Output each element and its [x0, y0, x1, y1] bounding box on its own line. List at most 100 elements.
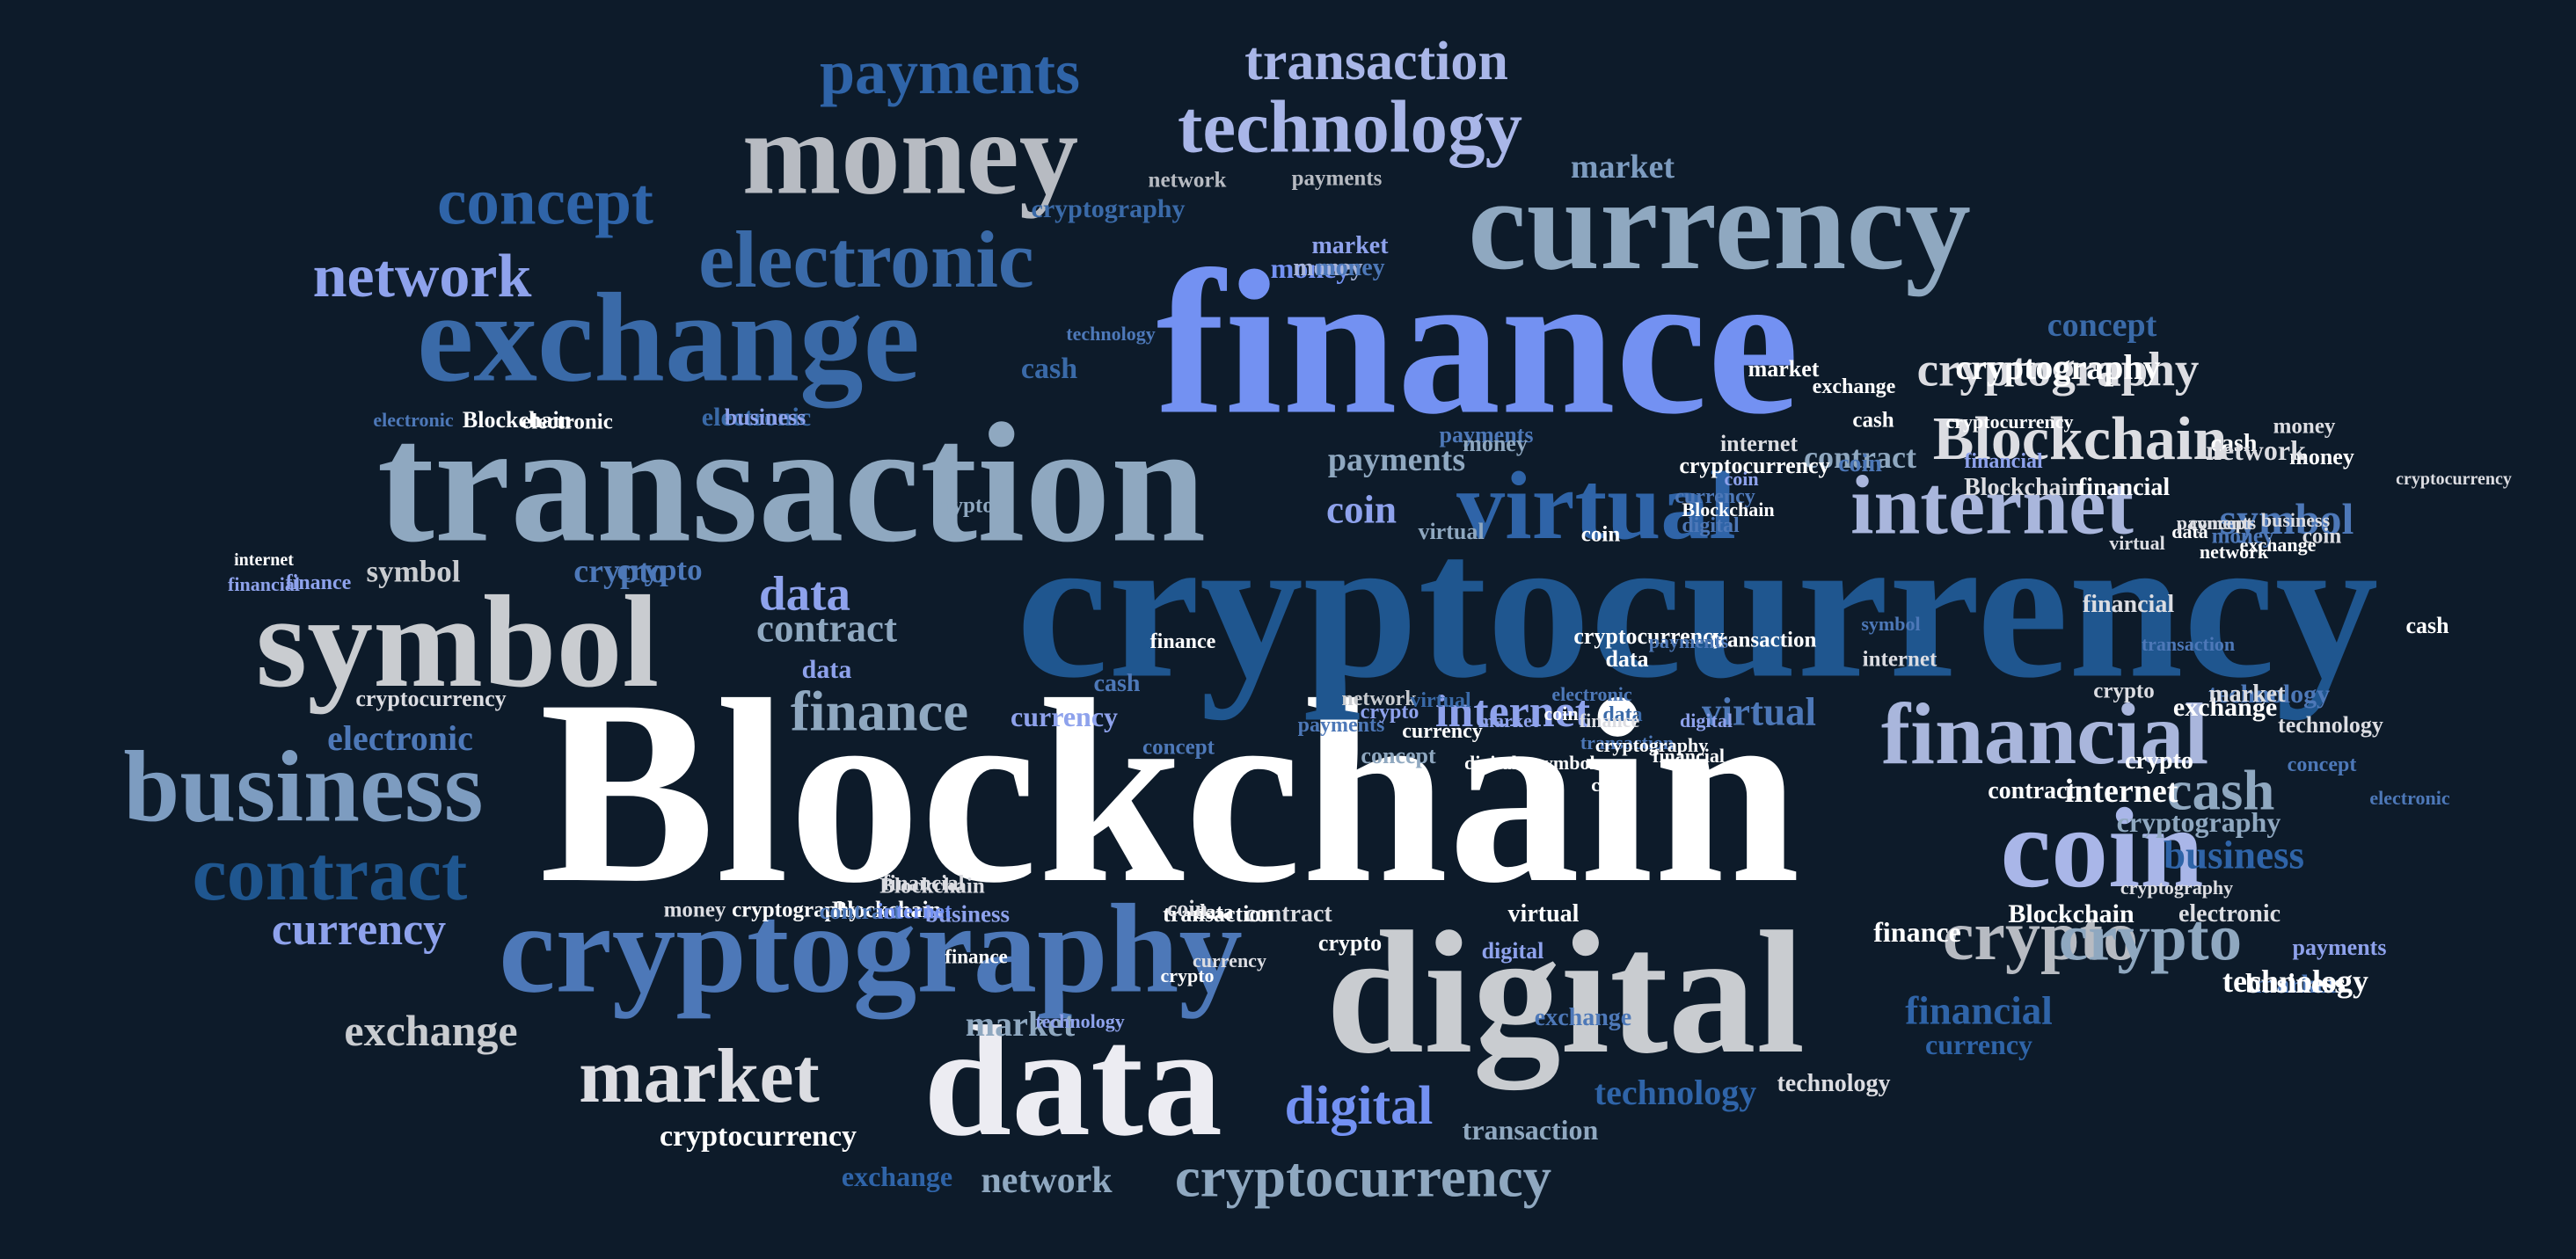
- cloud-word: market: [2208, 680, 2286, 708]
- cloud-word: crypto: [573, 553, 667, 590]
- cloud-word: exchange: [2172, 693, 2278, 722]
- cloud-word: digital: [1284, 1076, 1434, 1136]
- cloud-word: electronic: [327, 718, 473, 758]
- cloud-word: cryptocurrency: [355, 686, 507, 711]
- cloud-word: money: [1293, 254, 1363, 281]
- cloud-word: financial: [1905, 988, 2053, 1033]
- cloud-word: internet: [234, 550, 294, 570]
- cloud-word: payments: [1439, 422, 1534, 448]
- cloud-word: cash: [2166, 759, 2275, 823]
- cloud-word: technology: [2278, 712, 2383, 738]
- cloud-word: transaction: [1163, 901, 1273, 927]
- cloud-word: data: [2171, 520, 2208, 542]
- cloud-word: transaction: [2141, 633, 2236, 655]
- cloud-word: market: [2254, 970, 2337, 999]
- cloud-word: business: [2260, 509, 2331, 531]
- cloud-word: virtual: [2109, 532, 2165, 554]
- cloud-word: business: [724, 404, 806, 430]
- cloud-word: transaction: [376, 388, 1207, 579]
- cloud-word: business: [924, 900, 1011, 928]
- cloud-word: financial: [882, 871, 965, 896]
- cloud-word: data: [801, 655, 852, 684]
- cloud-word: currency: [1924, 1029, 2033, 1060]
- cloud-word: cryptography: [499, 878, 1243, 1020]
- cloud-word: concept: [2047, 307, 2157, 344]
- cloud-word: Blockchain: [831, 897, 942, 922]
- cloud-word: symbol: [366, 554, 461, 589]
- cloud-word: coin: [1325, 487, 1397, 532]
- cloud-word: network: [2206, 434, 2306, 466]
- cloud-word: network: [1341, 688, 1417, 710]
- cloud-word: business: [2245, 967, 2346, 999]
- cloud-word: market: [579, 1034, 820, 1119]
- cloud-word: contract: [1244, 900, 1332, 928]
- cloud-word: money: [1463, 431, 1528, 456]
- cloud-word: Blockchain: [1932, 405, 2228, 473]
- cloud-word: electronic: [373, 409, 454, 431]
- cloud-word: network: [1148, 168, 1227, 193]
- cloud-word: finance: [1579, 710, 1640, 731]
- cloud-word: concept: [1361, 743, 1436, 768]
- cloud-word: data: [923, 993, 1223, 1168]
- cloud-word: electronic: [2178, 900, 2281, 928]
- cloud-word: concept: [2188, 512, 2253, 534]
- cloud-word: cryptocurrency: [1174, 1146, 1552, 1210]
- cloud-word: digital: [1682, 514, 1740, 537]
- cloud-word: coin: [1543, 702, 1579, 724]
- cloud-word: currency: [1010, 701, 1119, 732]
- cloud-word: exchange: [1534, 1004, 1632, 1031]
- cloud-word: exchange: [344, 1006, 518, 1055]
- cloud-word: payments: [2292, 935, 2387, 960]
- cloud-word: digital: [1464, 752, 1517, 774]
- cloud-word: financial: [2082, 591, 2175, 618]
- cloud-word: transaction: [1710, 628, 1817, 652]
- cloud-word: coin: [1166, 896, 1208, 921]
- cloud-word: technology: [1178, 85, 1522, 169]
- cloud-word: internet: [1850, 458, 2134, 552]
- cloud-word: cryptography: [2120, 877, 2234, 899]
- cloud-word: cash: [1020, 353, 1078, 385]
- cloud-word: Blockchain: [1964, 474, 2082, 501]
- cloud-word: cryptography: [1955, 347, 2161, 387]
- cloud-word: cryptocurrency: [2396, 469, 2512, 489]
- cloud-word: technology: [1066, 323, 1156, 345]
- cloud-word: coin: [2302, 524, 2342, 549]
- cloud-word: data: [759, 566, 850, 621]
- cloud-word: technology: [1777, 1070, 1891, 1097]
- cloud-word: payments: [819, 37, 1081, 107]
- cloud-word: Blockchain: [462, 407, 573, 433]
- cloud-word: crypto: [1317, 930, 1383, 956]
- cloud-word: technology: [1594, 1073, 1757, 1112]
- cloud-word: technology: [1035, 1010, 1125, 1032]
- cloud-word: currency: [1675, 485, 1755, 508]
- cloud-word: payments: [1648, 630, 1729, 652]
- cloud-word: financial: [1880, 685, 2209, 782]
- cloud-word: concept: [2287, 753, 2357, 776]
- cloud-word: money: [2211, 524, 2274, 549]
- cloud-word: cash: [1591, 774, 1628, 796]
- cloud-word: money: [1315, 254, 1385, 281]
- cloud-word: cryptocurrency: [1016, 491, 2379, 721]
- cloud-word: currency: [1193, 950, 1266, 972]
- cloud-word: cash: [1093, 670, 1141, 697]
- cloud-word: coin: [1580, 522, 1621, 547]
- cloud-word: exchange: [2239, 534, 2317, 556]
- cloud-word: crypto: [617, 552, 703, 587]
- cloud-word: finance: [1873, 916, 1961, 948]
- cloud-word: symbol: [255, 569, 660, 715]
- cloud-word: cryptocurrency: [1573, 623, 1725, 649]
- cloud-word: data: [1193, 901, 1234, 924]
- cloud-word: business: [2163, 833, 2305, 877]
- cloud-word: payments: [1291, 166, 1383, 191]
- cloud-word: contract: [192, 832, 468, 917]
- cloud-word: crypto: [2125, 747, 2193, 775]
- cloud-word: electronic: [698, 215, 1034, 304]
- cloud-word: exchange: [417, 267, 920, 409]
- cloud-word: network: [981, 1161, 1113, 1201]
- cloud-word: coin: [1724, 468, 1759, 490]
- cloud-word: cash: [2210, 430, 2258, 457]
- cloud-word: concept: [1142, 735, 1215, 760]
- cloud-word: data: [1602, 703, 1643, 726]
- cloud-word: market: [965, 1004, 1076, 1044]
- cloud-word: money: [1270, 252, 1351, 284]
